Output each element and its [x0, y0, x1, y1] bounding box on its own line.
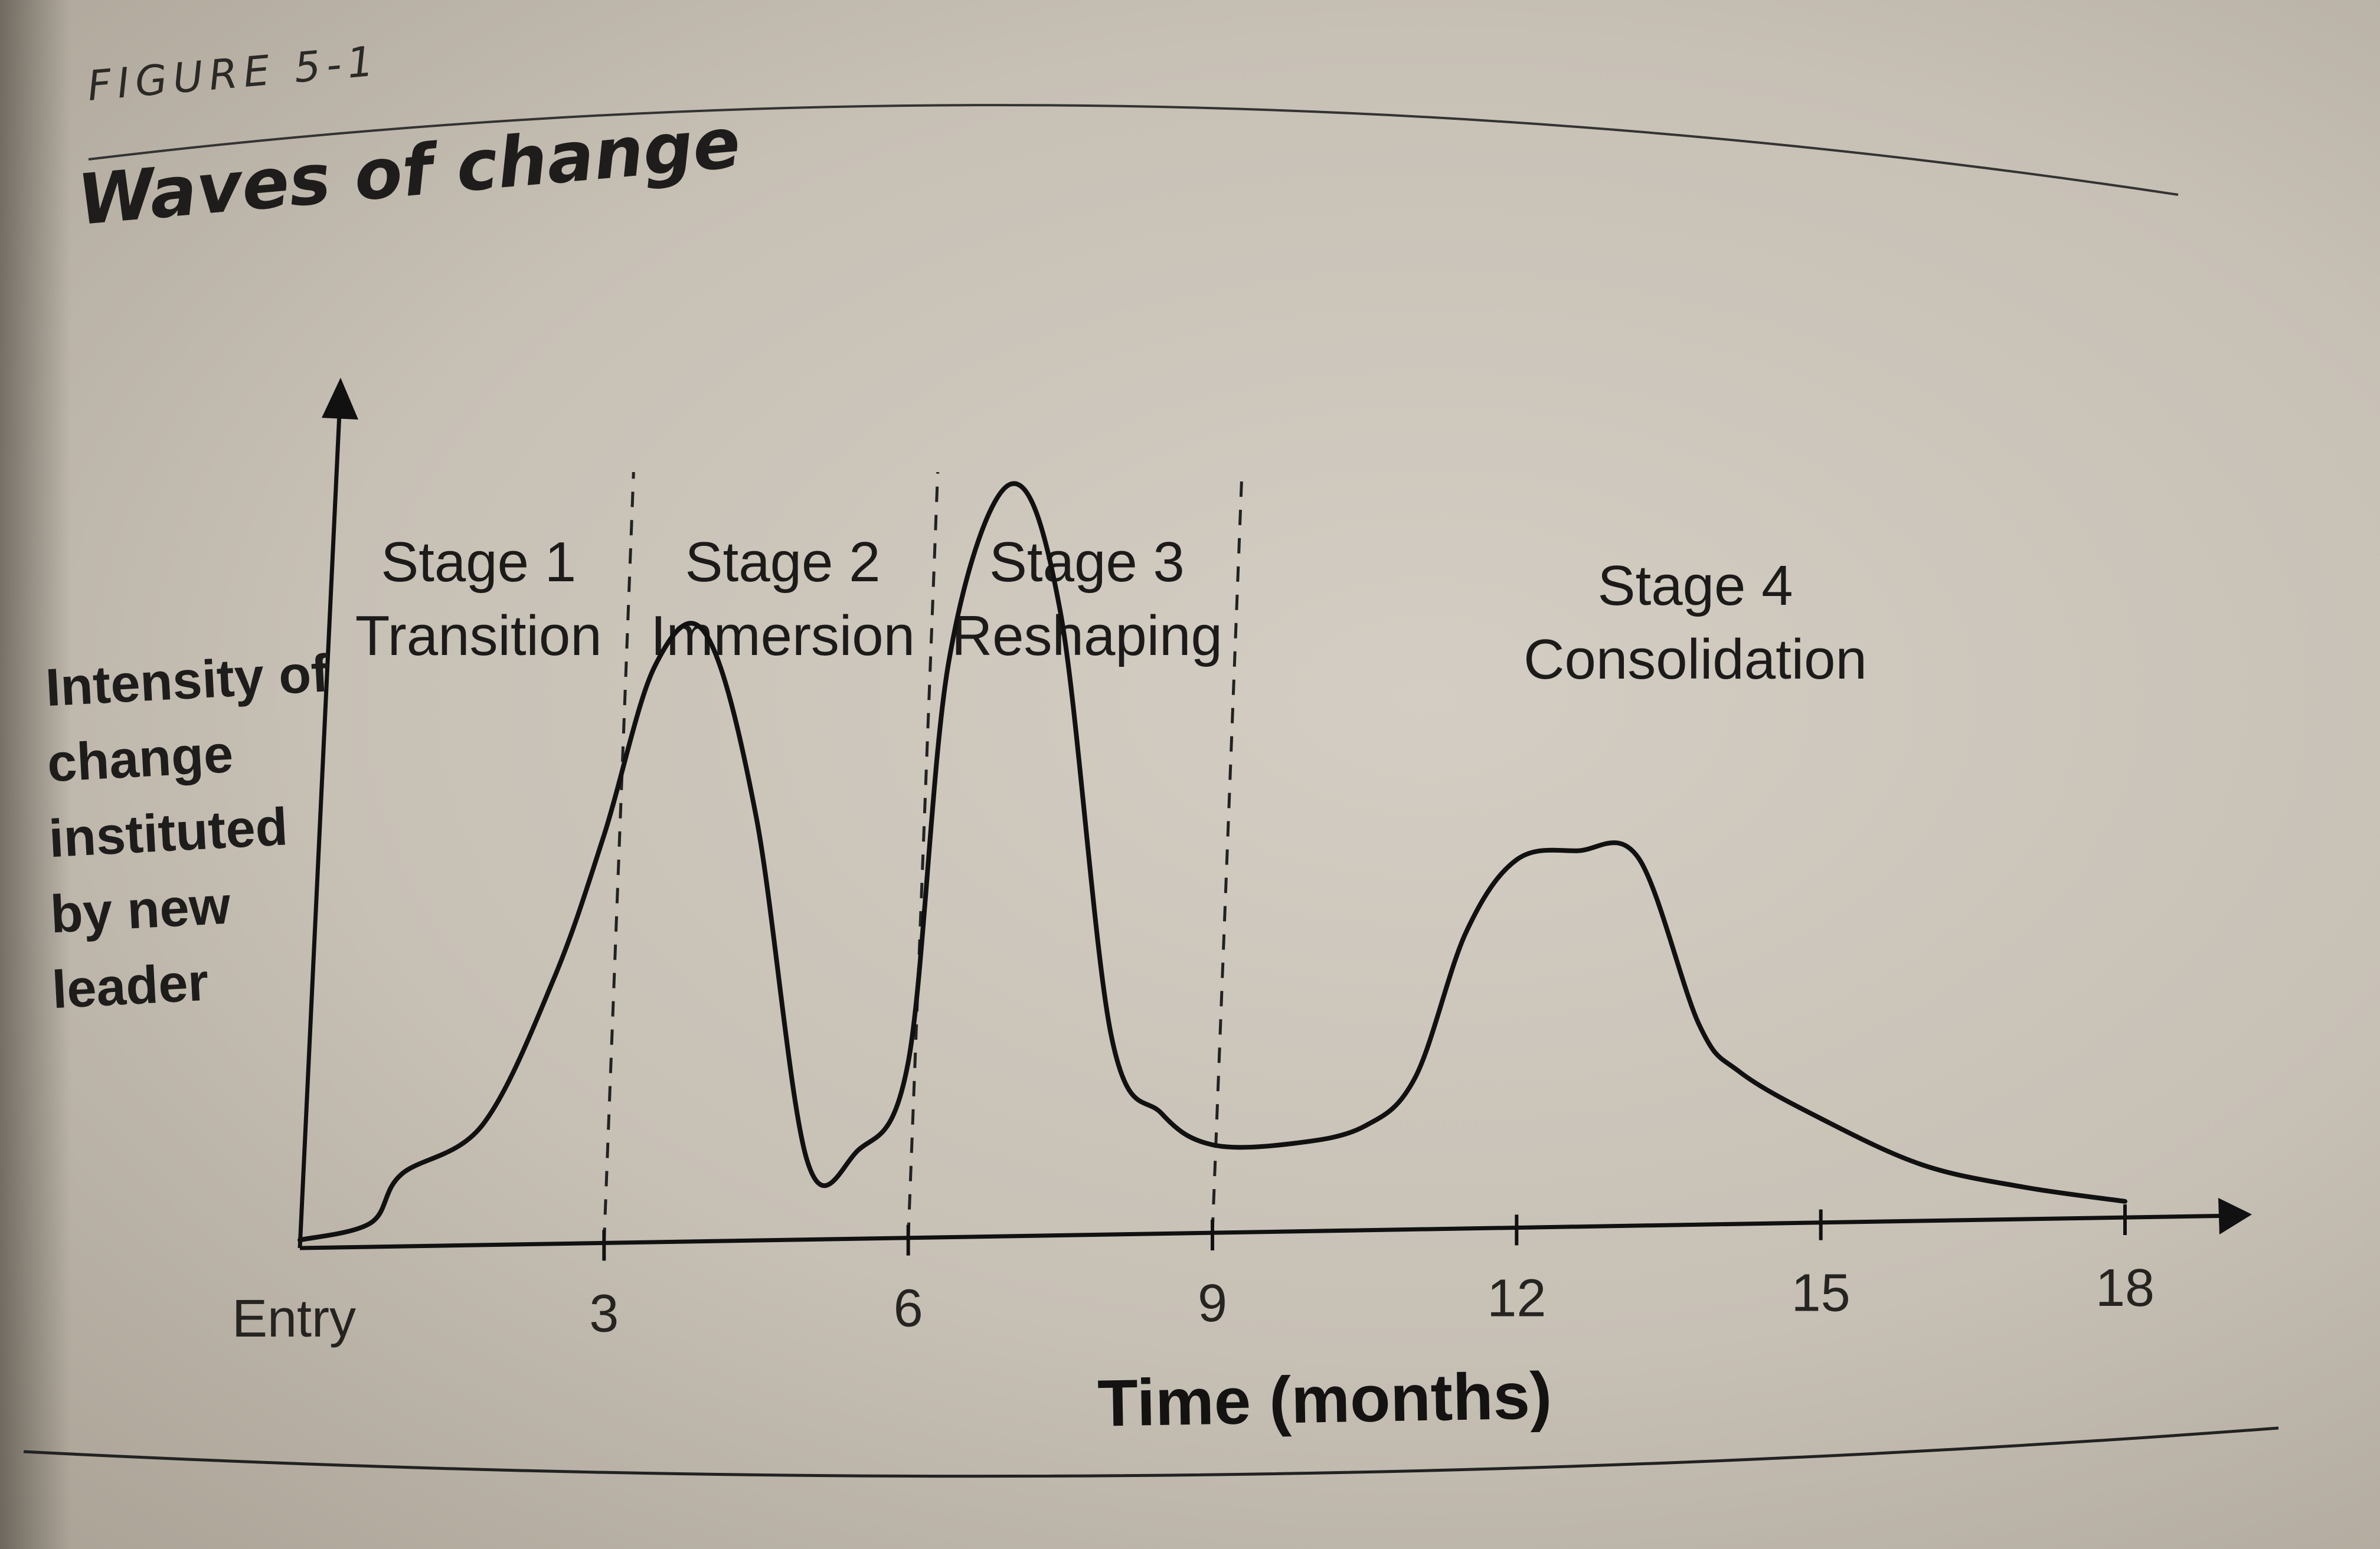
x-axis-title: Time (months)	[1097, 1358, 1553, 1440]
y-axis-title-line: instituted	[47, 797, 289, 869]
x-axis	[299, 1213, 2238, 1250]
x-tick-label: 15	[1791, 1264, 1851, 1323]
x-tick-label: 3	[589, 1284, 619, 1343]
stage-divider	[907, 471, 940, 1238]
stage-name: Stage 2	[685, 530, 881, 594]
x-tick-label: Entry	[232, 1289, 356, 1348]
stage-label: Reshaping	[952, 604, 1222, 667]
bottom-rule	[23, 1426, 2279, 1478]
x-axis-arrowhead	[2218, 1198, 2252, 1234]
y-axis-title-line: leader	[51, 953, 210, 1020]
y-axis-title-line: change	[46, 725, 235, 793]
page-gutter-shadow	[0, 0, 71, 1549]
stage-name: Stage 3	[989, 530, 1185, 594]
y-axis-arrowhead	[322, 378, 358, 420]
stage-divider	[1211, 471, 1244, 1233]
x-tick-label: 9	[1198, 1274, 1227, 1333]
intensity-series-line	[298, 481, 2127, 1243]
stage-divider	[602, 471, 635, 1243]
y-axis	[298, 412, 342, 1249]
stage-label: Transition	[355, 604, 602, 667]
y-axis-title-line: by new	[49, 876, 233, 944]
stage-name: Stage 1	[381, 530, 576, 594]
y-axis-title-line: Intensity of	[44, 644, 331, 718]
x-tick-label: 12	[1487, 1269, 1546, 1328]
stage-name: Stage 4	[1598, 554, 1793, 617]
x-tick-label: 6	[894, 1279, 923, 1338]
stage-label: Immersion	[650, 604, 915, 667]
x-tick-label: 18	[2095, 1259, 2155, 1318]
stage-label: Consolidation	[1524, 628, 1867, 691]
top-rule	[88, 104, 2179, 196]
